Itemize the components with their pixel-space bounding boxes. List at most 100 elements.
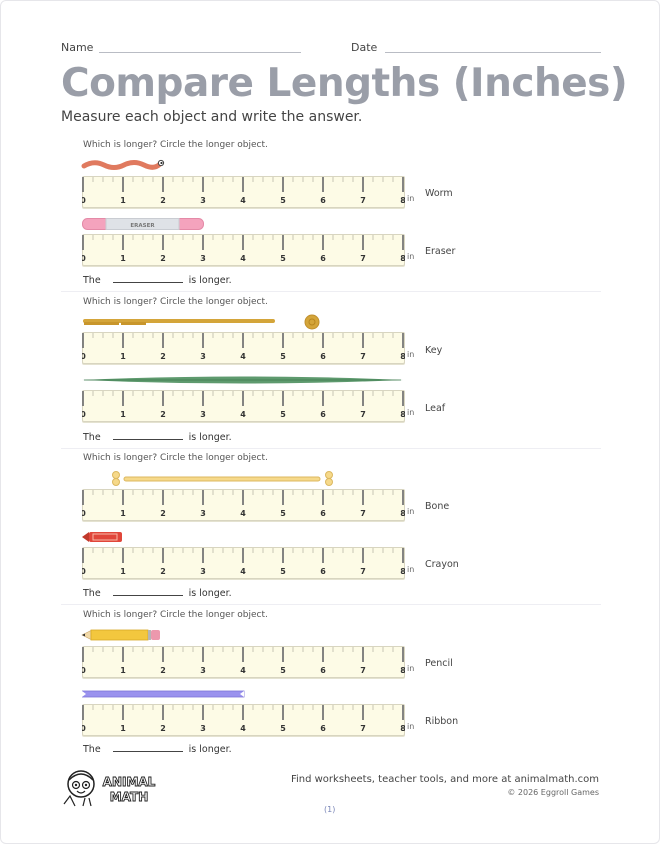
answer-prefix: The bbox=[83, 744, 101, 755]
ruler-tick-label: 7 bbox=[360, 567, 366, 576]
divider bbox=[61, 604, 601, 605]
answer-line: The is longer. bbox=[83, 586, 232, 599]
ruler-tick-label: 7 bbox=[360, 666, 366, 675]
ruler-tick-label: 4 bbox=[240, 509, 246, 518]
ruler-tick-label: 6 bbox=[320, 254, 326, 263]
ruler-tick-label: 8 bbox=[400, 254, 405, 263]
ruler-tick-label: 2 bbox=[160, 196, 166, 205]
answer-suffix: is longer. bbox=[188, 588, 232, 599]
ruler-tick-label: 0 bbox=[82, 410, 86, 419]
date-field[interactable] bbox=[385, 52, 601, 53]
ruler-tick-label: 7 bbox=[360, 724, 366, 733]
answer-prefix: The bbox=[83, 588, 101, 599]
ruler-tick-label: 2 bbox=[160, 410, 166, 419]
page-title: Compare Lengths (Inches) bbox=[61, 61, 628, 106]
ruler-tick-label: 4 bbox=[240, 567, 246, 576]
ruler-tick-label: 3 bbox=[200, 666, 206, 675]
svg-text:ERASER: ERASER bbox=[130, 223, 155, 229]
ruler-tick-label: 0 bbox=[82, 196, 86, 205]
ruler-tick-label: 0 bbox=[82, 666, 86, 675]
ruler: 0 1 2 3 4 5 6 7 8 bbox=[82, 234, 405, 266]
object-label-bone: Bone bbox=[425, 501, 450, 512]
answer-blank[interactable] bbox=[112, 742, 183, 752]
divider bbox=[61, 448, 601, 449]
object-label-crayon: Crayon bbox=[425, 559, 459, 570]
answer-suffix: is longer. bbox=[188, 744, 232, 755]
key-icon[interactable] bbox=[81, 314, 321, 330]
problem-prompt: Which is longer? Circle the longer objec… bbox=[83, 610, 268, 620]
ribbon-icon[interactable] bbox=[82, 690, 245, 698]
ruler-unit: in bbox=[407, 507, 415, 516]
ruler-tick-label: 3 bbox=[200, 509, 206, 518]
object-label-eraser: Eraser bbox=[425, 246, 456, 257]
ruler-tick-label: 2 bbox=[160, 352, 166, 361]
ruler-tick-label: 3 bbox=[200, 724, 206, 733]
ruler-tick-label: 2 bbox=[160, 724, 166, 733]
ruler-tick-label: 1 bbox=[120, 666, 126, 675]
ruler-tick-label: 4 bbox=[240, 410, 246, 419]
ruler-tick-label: 6 bbox=[320, 509, 326, 518]
bone-icon[interactable] bbox=[110, 471, 335, 487]
ruler-tick-label: 1 bbox=[120, 196, 126, 205]
ruler-tick-label: 0 bbox=[82, 509, 86, 518]
answer-blank[interactable] bbox=[112, 586, 183, 596]
problem-prompt: Which is longer? Circle the longer objec… bbox=[83, 140, 268, 150]
ruler-unit: in bbox=[407, 350, 415, 359]
divider bbox=[61, 291, 601, 292]
ruler-tick-label: 2 bbox=[160, 254, 166, 263]
object-label-ribbon: Ribbon bbox=[425, 716, 459, 727]
pencil-icon[interactable] bbox=[81, 629, 163, 641]
ruler-unit: in bbox=[407, 252, 415, 261]
ruler-tick-label: 8 bbox=[400, 666, 405, 675]
ruler-tick-label: 0 bbox=[82, 254, 86, 263]
ruler-tick-label: 2 bbox=[160, 567, 166, 576]
ruler: 0 1 2 3 4 5 6 7 8 bbox=[82, 646, 405, 678]
ruler-tick-label: 0 bbox=[82, 724, 86, 733]
ruler-unit: in bbox=[407, 408, 415, 417]
ruler-tick-label: 4 bbox=[240, 196, 246, 205]
ruler-tick-label: 0 bbox=[82, 352, 86, 361]
ruler-tick-label: 5 bbox=[280, 567, 286, 576]
object-label-worm: Worm bbox=[425, 188, 453, 199]
leaf-icon[interactable] bbox=[82, 375, 404, 385]
object-label-pencil: Pencil bbox=[425, 658, 453, 669]
answer-blank[interactable] bbox=[112, 273, 183, 283]
answer-blank[interactable] bbox=[112, 430, 183, 440]
ruler-tick-label: 4 bbox=[240, 666, 246, 675]
problem-prompt: Which is longer? Circle the longer objec… bbox=[83, 297, 268, 307]
ruler: 0 1 2 3 4 5 6 7 8 bbox=[82, 176, 405, 208]
ruler-tick-label: 6 bbox=[320, 410, 326, 419]
answer-prefix: The bbox=[83, 432, 101, 443]
ruler-tick-label: 6 bbox=[320, 196, 326, 205]
ruler-tick-label: 6 bbox=[320, 724, 326, 733]
answer-suffix: is longer. bbox=[188, 275, 232, 286]
ruler-tick-label: 5 bbox=[280, 666, 286, 675]
answer-line: The is longer. bbox=[83, 273, 232, 286]
crayon-icon[interactable] bbox=[81, 531, 125, 543]
eraser-icon[interactable]: ERASER bbox=[82, 218, 206, 231]
ruler-tick-label: 1 bbox=[120, 352, 126, 361]
answer-prefix: The bbox=[83, 275, 101, 286]
name-label: Name bbox=[61, 41, 94, 54]
answer-line: The is longer. bbox=[83, 430, 232, 443]
ruler-tick-label: 5 bbox=[280, 724, 286, 733]
ruler-tick-label: 3 bbox=[200, 410, 206, 419]
ruler-tick-label: 5 bbox=[280, 352, 286, 361]
ruler-tick-label: 8 bbox=[400, 196, 405, 205]
ruler-tick-label: 8 bbox=[400, 724, 405, 733]
page-number: (1) bbox=[324, 805, 336, 814]
ruler: 0 1 2 3 4 5 6 7 8 bbox=[82, 704, 405, 736]
ruler-tick-label: 6 bbox=[320, 567, 326, 576]
answer-suffix: is longer. bbox=[188, 432, 232, 443]
ruler: 0 1 2 3 4 5 6 7 8 bbox=[82, 489, 405, 521]
worm-icon[interactable] bbox=[80, 158, 170, 172]
ruler-tick-label: 8 bbox=[400, 509, 405, 518]
ruler-tick-label: 4 bbox=[240, 254, 246, 263]
ruler-tick-label: 5 bbox=[280, 509, 286, 518]
name-field[interactable] bbox=[99, 52, 301, 53]
ruler-tick-label: 1 bbox=[120, 254, 126, 263]
ruler-tick-label: 8 bbox=[400, 410, 405, 419]
ruler-tick-label: 3 bbox=[200, 254, 206, 263]
ruler-tick-label: 0 bbox=[82, 567, 86, 576]
